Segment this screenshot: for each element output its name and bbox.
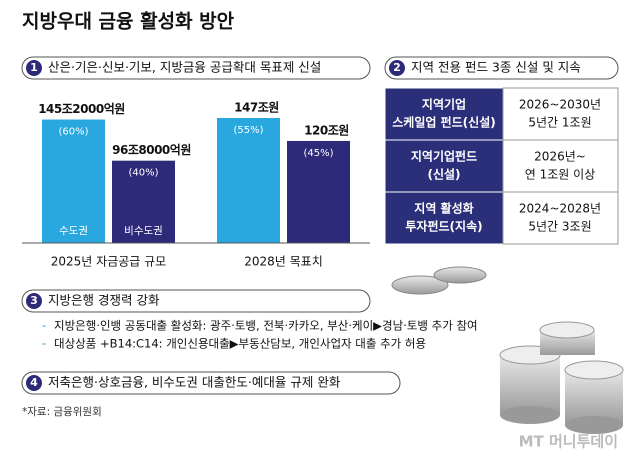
bar	[217, 118, 280, 243]
share-label: (45%)	[303, 148, 333, 159]
number-badge	[26, 60, 42, 76]
share-label: (60%)	[58, 127, 88, 138]
fund-detail: 2026~2030년	[519, 98, 601, 112]
section-heading: 지방은행 경쟁력 강화	[48, 293, 160, 308]
source: *자료: 금융위원회	[22, 405, 102, 418]
legend-label: 수도권	[59, 225, 88, 237]
badge-number: 3	[30, 294, 38, 307]
bullet: -	[42, 337, 46, 351]
fund-name: 스케일업 펀드(신설)	[392, 115, 495, 130]
number-badge	[26, 293, 42, 309]
number-badge	[26, 375, 42, 391]
fund-detail: 5년간 1조원	[528, 116, 591, 130]
fund-name: 지역기업펀드	[411, 149, 477, 164]
fund-detail: 연 1조원 이상	[525, 168, 595, 182]
coins-illustration	[391, 266, 624, 434]
fund-name: (신설)	[427, 167, 460, 182]
table-cell	[502, 87, 619, 141]
bar	[287, 140, 350, 243]
bar-chart: 2025년 자금공급 규모 145조2000억원 (60%) 수도권 96조8000억원…	[38, 101, 350, 269]
fund-detail: 2024~2028년	[519, 202, 601, 216]
badge-number: 2	[393, 61, 401, 74]
value-label: 145조2000억원	[38, 102, 125, 116]
section-pill	[384, 56, 619, 80]
bar	[112, 160, 175, 243]
section-pill	[21, 371, 401, 395]
fund-detail: 2026년~	[534, 150, 586, 164]
table-cell	[502, 191, 619, 245]
share-label: (55%)	[233, 125, 263, 136]
x-tick-label: 2028년 목표치	[244, 255, 323, 269]
bullet: -	[42, 319, 46, 333]
fund-detail: 5년간 3조원	[528, 220, 591, 234]
bar	[42, 119, 105, 243]
fund-name: 지역 활성화	[414, 201, 473, 216]
badge-number: 1	[30, 61, 38, 74]
table-cell	[502, 139, 619, 193]
value-label: 147조원	[234, 101, 279, 115]
value-label: 96조8000억원	[112, 143, 191, 157]
share-label: (40%)	[128, 168, 158, 179]
x-tick-label: 2025년 자금공급 규모	[51, 255, 166, 269]
logo: MT 머니투데이	[519, 433, 618, 451]
table-header-cell	[384, 139, 504, 193]
fund-name: 지역기업	[422, 97, 466, 112]
section-heading: 산은·기은·신보·기보, 지방금융 공급확대 목표제 신설	[48, 60, 321, 75]
item: 지방은행·인뱅 공동대출 활성화: 광주·토뱅, 전북·카카오, 부산·케이▶경…	[54, 319, 478, 333]
item: 대상상품 +B14:C14: 개인신용대출▶부동산담보, 개인사업자 대출 추가…	[54, 337, 426, 351]
fund-name: 투자펀드(지속)	[405, 219, 482, 234]
section-heading: 저축은행·상호금융, 비수도권 대출한도·예대율 규제 완화	[48, 375, 341, 390]
table-header-cell	[384, 87, 504, 141]
number-badge	[389, 60, 405, 76]
title: 지방우대 금융 활성화 방안	[22, 11, 235, 33]
legend-label: 비수도권	[124, 225, 163, 237]
section-heading: 지역 전용 펀드 3종 신설 및 지속	[411, 60, 581, 75]
section-pill	[21, 56, 371, 80]
badge-number: 4	[30, 376, 38, 389]
value-label: 120조원	[304, 123, 349, 137]
table-header-cell	[384, 191, 504, 245]
section-pill	[21, 289, 371, 313]
